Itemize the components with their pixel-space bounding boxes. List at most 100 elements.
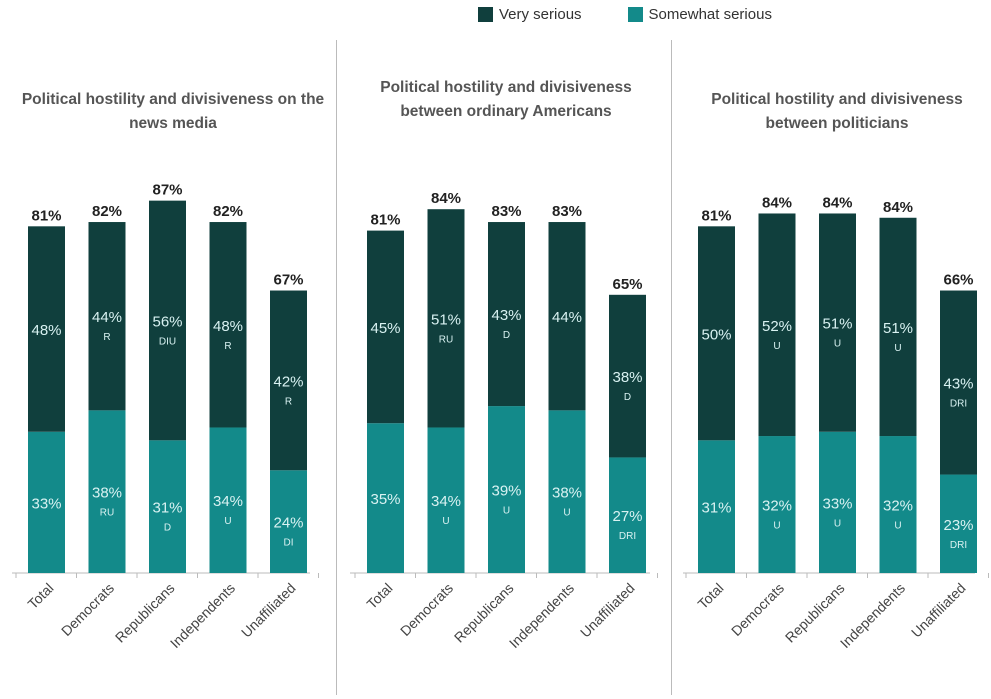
bar-segment-very-serious [88, 222, 126, 411]
panel-title-news-media: Political hostility and divisiveness on … [21, 91, 325, 132]
data-label-somewhat-serious: 38% [92, 485, 122, 502]
bar-segment-very-serious [609, 294, 646, 458]
bar-segment-very-serious [819, 213, 856, 432]
data-label-total: 83% [552, 203, 582, 220]
bar-segment-somewhat-serious [149, 440, 186, 573]
data-label-total: 84% [883, 199, 913, 216]
data-label-very-serious: 44% [552, 309, 582, 326]
bar-segment-very-serious [427, 209, 465, 428]
significance-label-somewhat-serious: DRI [950, 540, 967, 551]
significance-label-very-serious: D [624, 392, 631, 403]
data-label-total: 84% [431, 190, 461, 207]
data-label-somewhat-serious: 32% [762, 498, 792, 515]
data-label-very-serious: 50% [701, 326, 731, 343]
bar-segment-very-serious [28, 226, 65, 432]
panel-title-politicians: Political hostility and divisiveness bet… [711, 91, 963, 132]
x-tick-label: Unaffiliated [238, 580, 299, 641]
legend-swatch-very-serious [478, 7, 493, 22]
data-label-total: 84% [762, 194, 792, 211]
significance-label-somewhat-serious: RU [100, 508, 114, 519]
bar-segment-very-serious [879, 217, 917, 437]
significance-label-somewhat-serious: U [563, 508, 570, 519]
significance-label-very-serious: RU [439, 334, 453, 345]
panel-title-ordinary-americans: Political hostility and divisiveness bet… [380, 79, 632, 120]
x-tick-label: Unaffiliated [908, 580, 969, 641]
significance-label-somewhat-serious: U [442, 516, 449, 527]
data-label-somewhat-serious: 27% [612, 508, 642, 525]
significance-label-very-serious: R [224, 341, 231, 352]
data-label-total: 84% [822, 194, 852, 211]
data-label-somewhat-serious: 32% [883, 498, 913, 515]
data-label-somewhat-serious: 35% [370, 491, 400, 508]
significance-label-very-serious: DIU [159, 336, 176, 347]
bar-segment-somewhat-serious [758, 436, 796, 573]
x-tick-label: Total [363, 580, 395, 612]
legend-item-very-serious: Very serious [478, 6, 582, 23]
x-tick-label: Total [24, 580, 56, 612]
data-label-very-serious: 52% [762, 318, 792, 335]
panel-divider [671, 40, 672, 695]
significance-label-somewhat-serious: U [834, 518, 841, 529]
bar-segment-somewhat-serious [488, 406, 525, 573]
bar-segment-somewhat-serious [427, 427, 465, 573]
x-tick-label: Independents [506, 580, 577, 651]
bar-segment-very-serious [149, 200, 186, 441]
significance-label-somewhat-serious: U [503, 506, 510, 517]
x-tick-label: Democrats [397, 580, 456, 639]
data-label-very-serious: 51% [883, 320, 913, 337]
data-label-somewhat-serious: 34% [213, 493, 243, 510]
significance-label-somewhat-serious: DRI [619, 531, 636, 542]
significance-label-very-serious: U [834, 339, 841, 350]
bar-segment-somewhat-serious [698, 440, 735, 573]
legend: Very serious Somewhat serious [478, 6, 818, 23]
data-label-total: 65% [612, 276, 642, 293]
data-label-very-serious: 51% [431, 311, 461, 328]
bar-segment-somewhat-serious [28, 431, 65, 573]
data-label-very-serious: 56% [152, 313, 182, 330]
data-label-total: 81% [701, 207, 731, 224]
significance-label-somewhat-serious: U [224, 516, 231, 527]
data-label-total: 81% [370, 212, 400, 229]
panel-divider [336, 40, 337, 695]
data-label-somewhat-serious: 34% [431, 493, 461, 510]
bar-segment-somewhat-serious [548, 410, 586, 573]
x-tick-label: Democrats [58, 580, 117, 639]
bar-segment-somewhat-serious [367, 423, 404, 573]
x-tick-label: Republicans [451, 580, 517, 646]
bar-segment-somewhat-serious [209, 427, 247, 573]
data-label-very-serious: 43% [491, 307, 521, 324]
data-label-very-serious: 45% [370, 320, 400, 337]
data-label-somewhat-serious: 31% [701, 500, 731, 517]
bar-segment-very-serious [270, 290, 307, 471]
bar-segment-somewhat-serious [609, 457, 646, 573]
data-label-total: 83% [491, 203, 521, 220]
data-label-total: 82% [92, 203, 122, 220]
data-label-somewhat-serious: 38% [552, 485, 582, 502]
data-label-very-serious: 38% [612, 369, 642, 386]
bar-segment-very-serious [548, 222, 586, 411]
data-label-somewhat-serious: 24% [273, 515, 303, 532]
legend-swatch-somewhat-serious [627, 7, 643, 22]
data-label-total: 87% [152, 182, 182, 199]
bar-segment-very-serious [940, 290, 977, 475]
significance-label-very-serious: D [503, 330, 510, 341]
significance-label-very-serious: U [773, 341, 780, 352]
legend-item-somewhat-serious: Somewhat serious [627, 6, 772, 23]
significance-label-very-serious: R [103, 332, 110, 343]
bar-segment-somewhat-serious [940, 474, 977, 573]
data-label-total: 66% [943, 272, 973, 289]
significance-label-very-serious: DRI [950, 399, 967, 410]
data-label-somewhat-serious: 33% [31, 495, 61, 512]
bar-segment-very-serious [367, 230, 404, 424]
bar-segment-very-serious [758, 213, 796, 437]
x-tick-label: Democrats [728, 580, 787, 639]
bar-segment-somewhat-serious [270, 470, 307, 573]
data-label-somewhat-serious: 23% [943, 517, 973, 534]
data-label-somewhat-serious: 33% [822, 495, 852, 512]
legend-label-very-serious: Very serious [499, 6, 582, 23]
significance-label-very-serious: U [894, 343, 901, 354]
x-tick-label: Total [694, 580, 726, 612]
x-tick-label: Unaffiliated [577, 580, 638, 641]
